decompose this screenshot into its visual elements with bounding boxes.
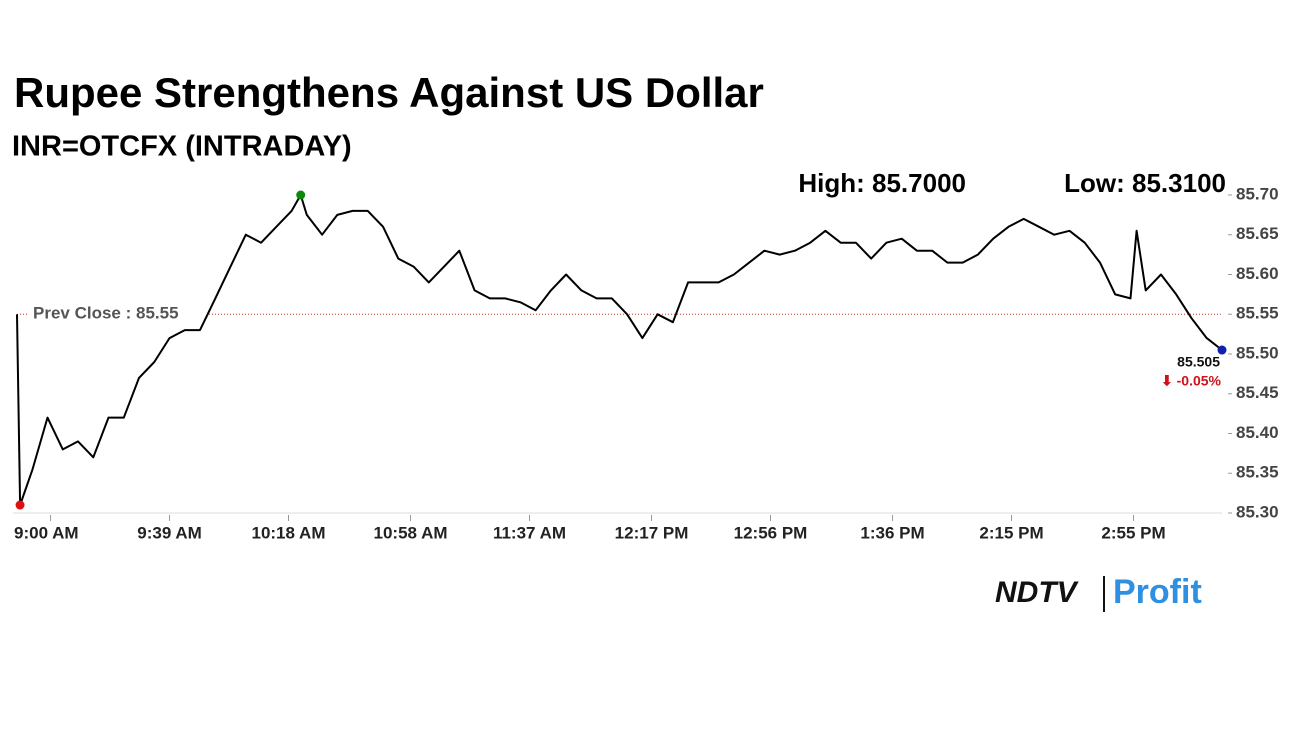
x-tick-label: 1:36 PM [860,523,924,542]
x-tick-label: 10:18 AM [251,523,325,542]
x-tick-label: 9:00 AM [14,523,79,542]
last-marker [1217,345,1227,355]
y-tick-label: 85.65 [1236,224,1279,243]
y-tick-label: 85.60 [1236,264,1279,283]
y-tick-label: 85.70 [1236,184,1279,203]
y-tick-label: 85.35 [1236,463,1279,482]
price-line [16,194,1223,506]
logo-product: Profit [1113,573,1202,611]
y-tick-label: 85.45 [1236,383,1279,402]
chart-subtitle: INR=OTCFX (INTRADAY) [12,131,352,163]
x-tick-label: 2:15 PM [979,523,1043,542]
low-label: Low: 85.3100 [1064,168,1226,198]
x-tick-label: 2:55 PM [1101,523,1165,542]
low-marker [15,500,25,510]
last-value: 85.505 [1177,354,1220,370]
prev-close-bg [28,302,208,327]
y-tick-label: 85.50 [1236,343,1279,362]
x-tick-label: 10:58 AM [374,523,448,542]
last-change: ⬇ -0.05% [1161,373,1222,389]
high-marker [296,190,306,200]
logo-brand: NDTV [995,576,1080,609]
chart-title: Rupee Strengthens Against US Dollar [14,69,764,116]
logo: NDTV Profit [995,573,1202,612]
prev-close-label: Prev Close : 85.55 [33,304,179,323]
y-tick-label: 85.55 [1236,304,1279,323]
y-tick-label: 85.30 [1236,502,1279,521]
high-label: High: 85.7000 [798,168,966,198]
x-tick-label: 11:37 AM [493,523,566,542]
x-tick-label: 12:56 PM [734,523,808,542]
x-tick-label: 12:17 PM [615,523,689,542]
y-tick-label: 85.40 [1236,423,1279,442]
x-tick-label: 9:39 AM [137,523,202,542]
